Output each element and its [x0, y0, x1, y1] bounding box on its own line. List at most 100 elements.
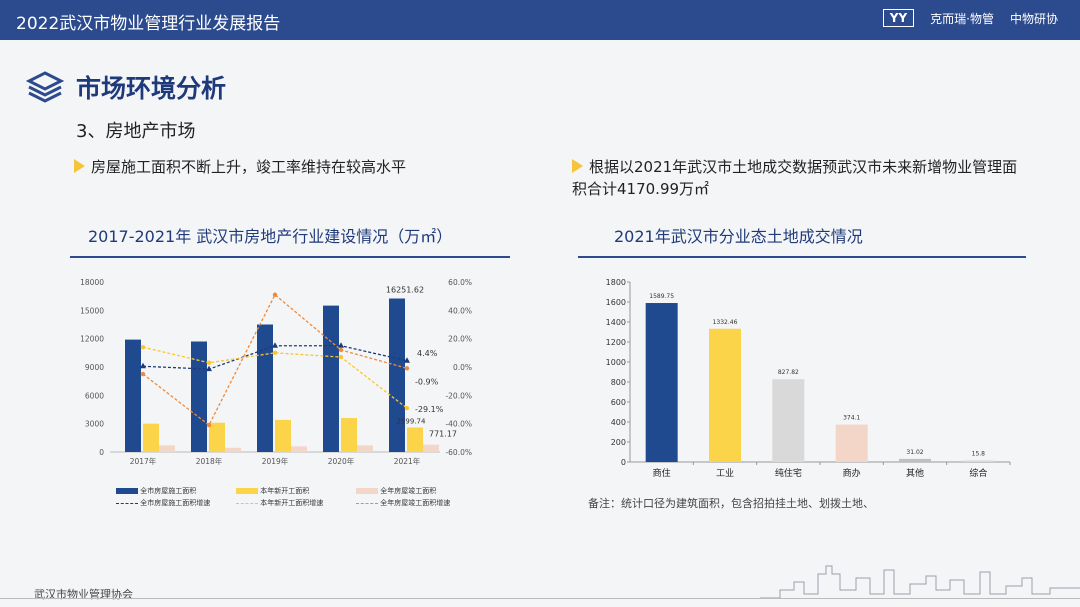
bullet-left-text: 房屋施工面积不断上升，竣工率维持在较高水平: [91, 158, 407, 176]
growth-line-0: [142, 345, 408, 370]
data-label: 15.8: [972, 450, 986, 457]
y-tick-label: 1200: [606, 338, 626, 347]
y-tick-label: 1800: [606, 278, 626, 287]
legend-swatch-new-growth: [236, 502, 258, 504]
data-label: 771.17: [429, 430, 457, 439]
bar: [962, 460, 995, 462]
data-label: -29.1%: [415, 405, 444, 414]
chart2-title: 2021年武汉市分业态土地成交情况: [614, 227, 863, 246]
chart2-title-underline: [578, 256, 1026, 258]
legend-label: 全年房屋竣工面积: [380, 487, 437, 495]
x-tick-label: 纯住宅: [775, 467, 802, 479]
y2-tick-label: 0.0%: [453, 363, 472, 372]
x-tick-label: 商办: [843, 467, 861, 479]
bar-1: [143, 423, 159, 452]
bar-1: [407, 427, 423, 452]
x-tick-label: 工业: [716, 468, 734, 479]
logo-group: YY 克而瑞·物管 中物研协: [882, 9, 1058, 27]
x-tick-label: 其他: [906, 467, 924, 479]
bar-2: [357, 445, 373, 452]
footnote: 备注：统计口径为建筑面积，包含招拍挂土地、划拨土地、: [588, 497, 874, 510]
data-label: 16251.62: [386, 286, 424, 295]
bar-1: [341, 418, 357, 452]
y-tick-label: 0: [621, 458, 626, 467]
x-tick-label: 综合: [969, 467, 987, 479]
bar: [645, 303, 678, 462]
legend-item: 全年房屋竣工面积: [356, 486, 436, 496]
growth-line-2: [142, 293, 408, 427]
chart1-title: 2017-2021年 武汉市房地产行业建设情况（万㎡）: [88, 227, 453, 246]
land-transaction-chart: 0 200 400 600 800 1000 1200 1400 1600 1800 1589.75…: [606, 278, 1011, 479]
legend-item: 本年新开工面积增速: [236, 498, 323, 508]
bar-1: [275, 419, 291, 452]
growth-point: [338, 342, 344, 348]
growth-point: [272, 342, 278, 348]
legend-swatch-done: [356, 488, 378, 494]
legend-item: 本年新开工面积: [236, 486, 309, 496]
header-bar: 2022武汉市物业管理行业发展报告 YY 克而瑞·物管 中物研协: [0, 0, 1080, 40]
x-tick-label: 2018年: [196, 456, 223, 466]
y-tick-label: 0: [99, 448, 104, 457]
y-tick-label: 800: [611, 378, 626, 387]
growth-point: [206, 365, 212, 372]
bar-1: [209, 422, 225, 452]
subsection-title: 3、房地产市场: [76, 121, 196, 142]
bar: [709, 328, 741, 462]
legend-label: 全市房屋施工面积: [140, 487, 197, 495]
x-tick-label: 2020年: [328, 456, 355, 466]
data-label: -0.9%: [415, 377, 439, 386]
bar-2: [423, 444, 439, 452]
data-label: 827.82: [778, 369, 799, 376]
legend-swatch-done-growth: [356, 502, 378, 504]
legend-swatch-total-growth: [116, 502, 138, 504]
legend-label: 本年新开工面积: [260, 487, 310, 495]
y-tick-label: 1000: [606, 358, 626, 367]
bar-2: [225, 447, 241, 452]
data-label: 374.1: [843, 415, 860, 422]
city-skyline-decoration: [760, 565, 1080, 599]
cric-logo: 克而瑞·物管: [930, 11, 994, 26]
bar-0: [257, 324, 273, 452]
growth-point: [404, 406, 410, 411]
y-tick-label: 200: [611, 438, 626, 447]
bullet-right-text: 根据以2021年武汉市土地成交数据预武汉市未来新增物业管理面积合计4170.99…: [572, 158, 1018, 198]
y2-tick-label: -40.0%: [445, 420, 472, 429]
x-tick-label: 2017年: [130, 456, 157, 466]
data-label: 2599.74: [397, 417, 426, 425]
growth-point: [140, 344, 146, 350]
bar-0: [191, 341, 207, 452]
y2-tick-label: 20.0%: [448, 335, 472, 344]
y-tick-label: 18000: [80, 278, 104, 287]
footer-divider: [0, 598, 1080, 599]
x-tick-label: 2019年: [262, 456, 289, 466]
bar: [899, 458, 931, 462]
legend-label: 本年新开工面积增速: [260, 499, 324, 507]
bar-2: [159, 445, 175, 452]
legend-swatch-new: [236, 488, 258, 494]
y2-tick-label: 40.0%: [448, 306, 472, 315]
y2-tick-label: -60.0%: [445, 448, 472, 457]
growth-point: [206, 422, 212, 428]
legend-label: 全市房屋施工面积增速: [140, 499, 211, 507]
x-tick-label: 商住: [653, 467, 671, 479]
y-tick-label: 6000: [85, 391, 104, 400]
bullet-right: 根据以2021年武汉市土地成交数据预武汉市未来新增物业管理面积合计4170.99…: [572, 156, 1032, 200]
legend-label: 全年房屋竣工面积增速: [380, 499, 451, 507]
bar: [772, 379, 805, 462]
triangle-bullet-icon: [74, 159, 85, 173]
legend-swatch-total: [116, 488, 138, 494]
chart1-legend: 全市房屋施工面积 本年新开工面积 全年房屋竣工面积 全市房屋施工面积增速 本年新…: [116, 486, 496, 510]
y-tick-label: 12000: [80, 335, 104, 344]
yy-logo: YY: [882, 9, 915, 27]
data-label: 4.4%: [417, 349, 438, 358]
legend-item: 全市房屋施工面积增速: [116, 498, 210, 508]
y-tick-label: 1600: [606, 298, 626, 307]
association-logo: 中物研协: [1009, 11, 1058, 26]
bar-0: [125, 339, 141, 452]
y-tick-label: 15000: [80, 306, 104, 315]
growth-point: [140, 362, 146, 369]
growth-point: [206, 360, 212, 365]
y-tick-label: 1400: [606, 318, 626, 327]
x-tick-label: 2021年: [394, 456, 421, 466]
legend-item: 全年房屋竣工面积增速: [356, 498, 450, 508]
